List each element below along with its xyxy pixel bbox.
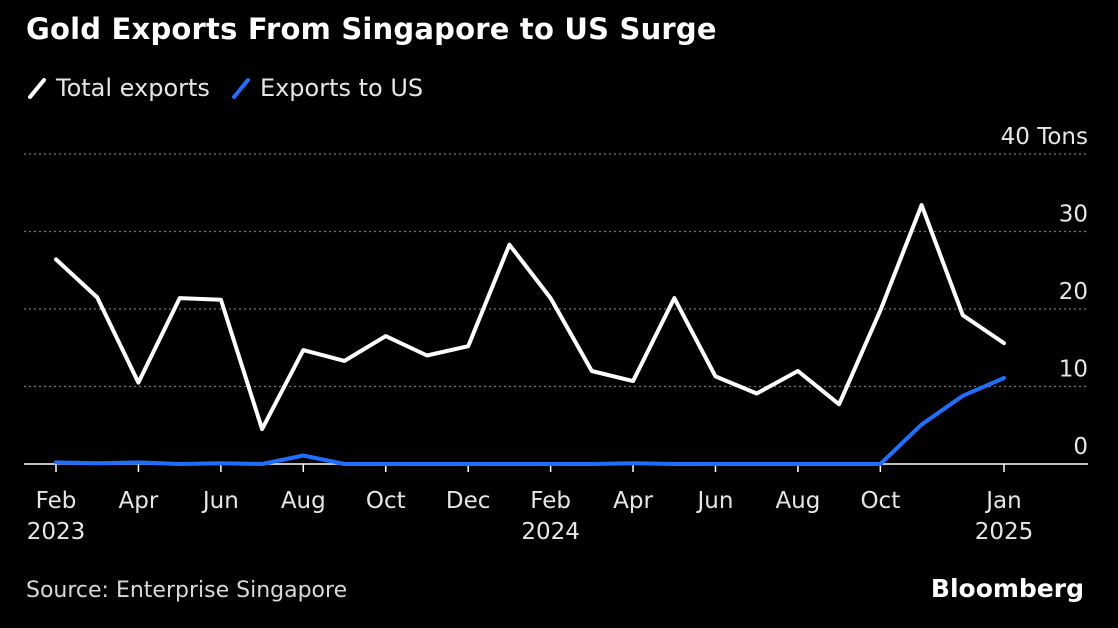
x-tick-label: Jun <box>696 488 734 514</box>
x-tick-label: Apr <box>613 488 653 514</box>
legend-item-total-exports: Total exports <box>26 74 210 102</box>
y-tick-label: 10 <box>1059 357 1088 383</box>
series-line-total-exports <box>54 203 1006 432</box>
x-tick-year-label: 2024 <box>521 519 580 545</box>
x-tick-label: Aug <box>281 488 326 514</box>
legend-swatch-total-exports <box>28 78 46 99</box>
x-tick-label: Aug <box>775 488 820 514</box>
y-tick-label: 0 <box>1073 434 1088 460</box>
legend-label-total-exports: Total exports <box>56 74 210 102</box>
chart-title: Gold Exports From Singapore to US Surge <box>26 12 717 46</box>
bloomberg-logo: Bloomberg <box>930 574 1084 603</box>
legend-item-exports-to-us: Exports to US <box>230 74 423 102</box>
x-tick-label: Oct <box>366 488 406 514</box>
legend-label-exports-to-us: Exports to US <box>259 74 424 102</box>
x-tick-label: Jun <box>201 488 239 514</box>
x-tick-year-label: 2023 <box>27 519 86 545</box>
x-tick-label: Jan <box>984 488 1021 514</box>
x-tick-label: Apr <box>119 488 159 514</box>
x-tick-label: Feb <box>36 488 77 514</box>
x-tick-year-label: 2025 <box>975 519 1034 545</box>
legend-swatch-exports-to-us <box>231 78 250 99</box>
x-tick-label: Feb <box>530 488 571 514</box>
series-line-exports-to-us <box>54 376 1006 466</box>
y-tick-label: 20 <box>1059 279 1088 305</box>
source-note: Source: Enterprise Singapore <box>26 578 348 603</box>
legend: Total exports Exports to US <box>26 72 443 104</box>
x-tick-label: Dec <box>446 488 491 514</box>
y-tick-label: 40 Tons <box>1001 124 1088 150</box>
y-tick-label: 30 <box>1059 202 1088 228</box>
x-tick-label: Oct <box>860 488 900 514</box>
